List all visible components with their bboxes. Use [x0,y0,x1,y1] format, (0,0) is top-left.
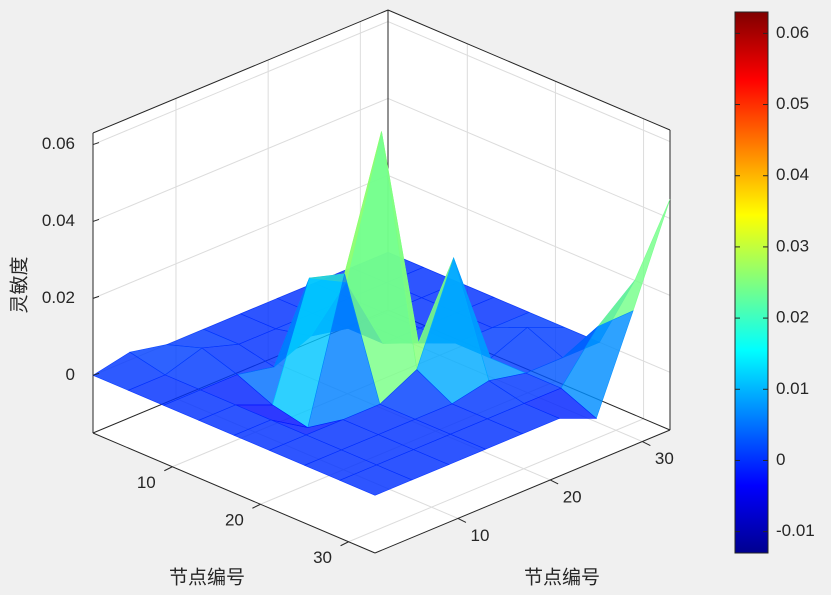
colorbar-tick-label: 0.04 [776,165,809,184]
tick [92,295,100,299]
colorbar-tick-label: 0.02 [776,308,809,327]
tick [642,441,651,446]
box-edge [92,432,376,554]
x-tick-label: 10 [137,473,156,492]
x-axis-label: 节点编号 [169,567,245,589]
x-tick-label: 20 [225,511,244,530]
grid-line [348,418,644,543]
surface [92,131,671,496]
y-axis-label: 节点编号 [524,567,600,589]
colorbar-tick-label: 0 [776,450,785,469]
y-tick-label: 20 [563,487,582,506]
colorbar-tick-label: 0.05 [776,94,809,113]
z-tick-label: 0 [66,365,75,384]
grid-line [387,21,671,142]
axes-front: 10 20 30 10 20 30 0 0.02 0.04 0.06 -0.01 0 0.01 0.02 0… [42,11,815,567]
z-tick-label: 0.02 [42,288,75,307]
x-tick-label: 30 [313,548,332,567]
y-tick-label: 10 [471,526,490,545]
tick [92,142,100,146]
box-edge [387,9,671,131]
box-edge [374,429,671,554]
box-edge [92,9,389,134]
z-tick-label: 0.06 [42,134,75,153]
tick [457,517,467,523]
grid-line [92,21,389,145]
grid-line [387,174,671,296]
tick [92,372,100,376]
tick [549,479,559,485]
grid-line [92,98,389,222]
surface-cell [339,464,413,496]
colorbar-tick-label: 0.03 [776,236,809,255]
colorbar-tick-label: 0.06 [776,23,809,42]
tick [164,466,173,472]
tick [92,218,100,222]
colorbar-tick-label: -0.01 [776,521,815,540]
tick [340,541,349,547]
colorbar-tick-label: 0.01 [776,379,809,398]
tick [252,503,261,509]
grid-line [387,98,671,219]
y-tick-label: 30 [655,449,674,468]
z-tick-label: 0.04 [42,211,75,230]
z-axis-label: 灵敏度 [9,256,31,313]
colorbar [734,11,769,554]
grid-line [92,174,389,299]
